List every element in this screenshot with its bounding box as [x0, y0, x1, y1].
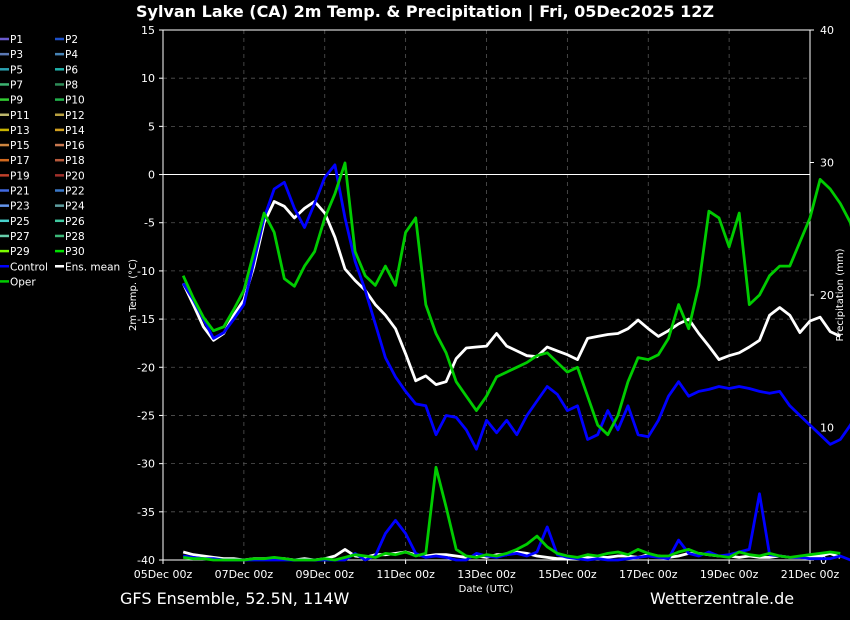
y-tick-label-temp: -10: [137, 265, 155, 278]
legend-label: P5: [10, 64, 23, 76]
temp-line-ens-mean: [181, 200, 841, 387]
legend-label: P17: [10, 155, 30, 167]
grid: [162, 29, 811, 561]
x-tick-label: 05Dec 00z: [134, 568, 193, 581]
legend-label: Control: [10, 261, 48, 273]
y-tick-label-temp: -5: [144, 217, 155, 230]
precip-line-oper: [183, 465, 841, 562]
legend-label: P9: [10, 95, 23, 107]
legend-label: P23: [10, 201, 30, 213]
legend-label: P13: [10, 125, 30, 137]
x-tick-label: 13Dec 00z: [457, 568, 516, 581]
y-tick-label-temp: -25: [137, 409, 155, 422]
legend-label: Ens. mean: [65, 261, 120, 273]
temp-line-control: [182, 163, 850, 451]
x-tick-label: 09Dec 00z: [295, 568, 354, 581]
legend-label: P7: [10, 79, 23, 91]
legend-label: P6: [65, 64, 78, 76]
footer-source: Wetterzentrale.de: [650, 589, 794, 608]
y-tick-label-temp: 10: [141, 72, 155, 85]
legend-label: P21: [10, 186, 30, 198]
x-tick-label: 07Dec 00z: [215, 568, 274, 581]
y-tick-label-precip: 0: [820, 554, 827, 567]
x-axis-label: Date (UTC): [459, 584, 514, 595]
x-tick-label: 19Dec 00z: [700, 568, 759, 581]
y-tick-label-temp: -15: [137, 313, 155, 326]
series-layer: [181, 161, 850, 562]
x-tick-label: 11Dec 00z: [376, 568, 435, 581]
legend-label: P25: [10, 216, 30, 228]
y-tick-label-temp: 5: [148, 120, 155, 133]
legend-label: P19: [10, 170, 30, 182]
y-tick-label-temp: -40: [137, 554, 155, 567]
legend-label: P15: [10, 140, 30, 152]
legend-label: P4: [65, 49, 78, 61]
legend-label: P2: [65, 34, 78, 46]
x-tick-label: 15Dec 00z: [538, 568, 597, 581]
legend-label: P20: [65, 170, 85, 182]
legend-label: P14: [65, 125, 85, 137]
y-tick-label-temp: -30: [137, 458, 155, 471]
legend-label: P26: [65, 216, 85, 228]
legend-label: P12: [65, 110, 85, 122]
y-axis-label-temp: 2m Temp. (°C): [128, 259, 139, 331]
legend-label: P1: [10, 34, 23, 46]
y-tick-label-temp: -35: [137, 506, 155, 519]
legend-label: P30: [65, 246, 85, 258]
y-tick-label-precip: 20: [820, 289, 834, 302]
y-tick-label-precip: 40: [820, 24, 834, 37]
x-tick-label: 17Dec 00z: [619, 568, 678, 581]
legend-label: P16: [65, 140, 85, 152]
y-tick-label-temp: 0: [148, 169, 155, 182]
chart-title: Sylvan Lake (CA) 2m Temp. & Precipitatio…: [136, 2, 714, 22]
y-axis-label-precip: Precipitation (mm): [835, 248, 846, 341]
legend-label: P11: [10, 110, 30, 122]
x-tick-label: 21Dec 00z: [781, 568, 840, 581]
legend-label: P3: [10, 49, 23, 61]
legend-label: P28: [65, 231, 85, 243]
legend: P1 P2 P3 P4 P5 P6 P7 P8 P9 P10 P11 P12 P13 P14 P15 P16 P…: [0, 34, 120, 288]
footer-model: GFS Ensemble, 52.5N, 114W: [120, 589, 350, 608]
y-axis-precip: 40 30 20 10 0: [810, 24, 834, 567]
x-axis: 05Dec 00z 07Dec 00z 09Dec 00z 11Dec 00z 13De…: [134, 560, 840, 581]
y-tick-label-precip: 30: [820, 157, 834, 170]
y-tick-label-temp: -20: [137, 361, 155, 374]
legend-label: P8: [65, 79, 78, 91]
legend-label: P10: [65, 95, 85, 107]
legend-label: P29: [10, 246, 30, 258]
legend-label: Oper: [10, 276, 36, 288]
legend-label: P22: [65, 186, 85, 198]
y-tick-label-precip: 10: [820, 422, 834, 435]
legend-label: P18: [65, 155, 85, 167]
y-tick-label-temp: 15: [141, 24, 155, 37]
temp-line-oper: [181, 161, 850, 437]
y-axis-temp: 15 10 5 0 -5 -10 -15 -20 -25 -30 -35 -40: [137, 24, 163, 567]
legend-label: P24: [65, 201, 85, 213]
legend-label: P27: [10, 231, 30, 243]
